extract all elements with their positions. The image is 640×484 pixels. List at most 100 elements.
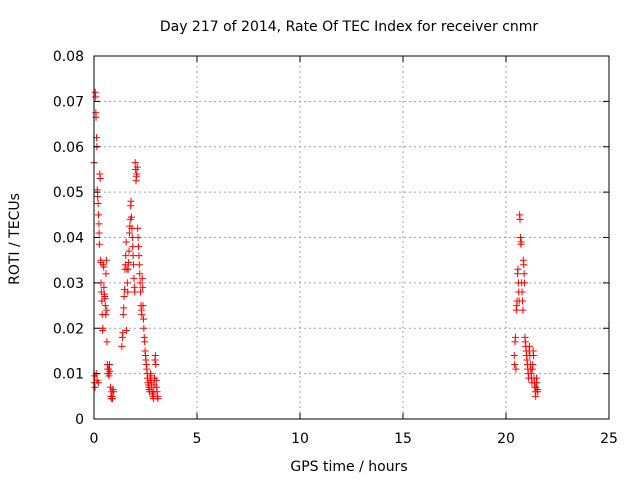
data-point [124, 288, 132, 296]
data-point [516, 234, 524, 241]
data-point [119, 311, 127, 319]
data-point [529, 361, 537, 369]
data-point [125, 247, 133, 255]
data-point [102, 256, 110, 264]
data-point [122, 252, 130, 260]
y-tick-label: 0.02 [53, 321, 84, 337]
data-point [109, 395, 117, 403]
x-tick-label: 0 [90, 431, 99, 447]
y-tick-label: 0.03 [53, 276, 84, 292]
y-tick-label: 0.07 [53, 94, 84, 110]
data-points [90, 88, 542, 403]
x-tick-label: 20 [497, 431, 515, 447]
y-axis-label: ROTI / TECUs [7, 193, 23, 285]
data-point [103, 306, 111, 314]
data-point [92, 93, 100, 101]
chart-title: Day 217 of 2014, Rate Of TEC Index for r… [160, 19, 539, 35]
y-tick-label: 0.04 [53, 231, 84, 247]
y-tick-label: 0.05 [53, 185, 84, 201]
data-point [516, 215, 524, 223]
data-point [139, 302, 147, 310]
data-point [521, 279, 529, 287]
data-point [94, 193, 102, 201]
data-point [95, 211, 103, 219]
y-tick-label: 0.08 [53, 49, 84, 65]
data-point [95, 220, 103, 228]
grid-lines [94, 56, 609, 419]
data-point [137, 288, 145, 296]
y-tick-label: 0.01 [53, 367, 84, 383]
data-point [95, 229, 103, 237]
data-point [91, 383, 99, 391]
data-point [124, 265, 132, 273]
data-point [131, 159, 139, 167]
data-point [123, 327, 131, 335]
data-point [127, 213, 135, 221]
data-point [520, 261, 528, 269]
data-point [120, 304, 128, 312]
data-point [95, 240, 103, 248]
data-point [518, 288, 526, 296]
x-axis-label: GPS time / hours [290, 459, 407, 475]
data-point [134, 243, 142, 251]
data-point [106, 367, 114, 375]
data-point [102, 311, 110, 319]
data-point [140, 324, 148, 332]
x-tick-label: 10 [291, 431, 309, 447]
data-point [105, 361, 113, 369]
data-point [134, 234, 142, 241]
data-point [152, 361, 160, 369]
data-point [102, 270, 110, 278]
data-point [94, 379, 102, 387]
data-point [122, 238, 130, 246]
data-point [525, 342, 533, 350]
data-point [94, 199, 102, 207]
data-point [101, 295, 109, 303]
data-point [141, 338, 149, 346]
data-point [138, 311, 146, 319]
data-point [133, 163, 141, 171]
data-point [517, 238, 525, 246]
data-point [532, 392, 540, 400]
data-point [110, 388, 118, 396]
data-point [533, 379, 541, 387]
data-point [134, 224, 142, 232]
data-point [96, 175, 104, 183]
data-point [511, 333, 519, 341]
data-point [519, 306, 527, 314]
x-tick-label: 25 [600, 431, 618, 447]
data-point [130, 274, 138, 282]
data-point [100, 263, 108, 271]
data-point [118, 342, 126, 350]
data-point [99, 324, 107, 332]
data-point [133, 170, 141, 178]
data-point [105, 372, 113, 380]
data-point [127, 197, 135, 205]
data-point [514, 265, 522, 273]
data-point [120, 292, 128, 300]
data-point [152, 376, 160, 384]
data-point [139, 283, 147, 291]
x-tick-label: 5 [193, 431, 202, 447]
data-point [151, 351, 159, 359]
axis-ticks: 0 5 10 15 20 25 0 0.01 0.02 0.03 0.04 0.05 0.06 0.07 0… [53, 49, 618, 447]
x-tick-label: 15 [394, 431, 412, 447]
y-tick-label: 0.06 [53, 140, 84, 156]
data-point [511, 361, 519, 369]
data-point [520, 270, 528, 278]
data-point [518, 297, 526, 305]
data-point [135, 252, 143, 260]
data-point [139, 315, 147, 323]
data-point [125, 258, 133, 266]
y-tick-label: 0 [75, 412, 84, 428]
data-point [512, 365, 520, 373]
data-point [136, 270, 144, 278]
data-point [103, 338, 111, 346]
data-point [136, 279, 144, 287]
data-point [135, 261, 143, 269]
data-point [147, 372, 155, 380]
data-point [154, 395, 162, 403]
data-point [119, 329, 127, 337]
